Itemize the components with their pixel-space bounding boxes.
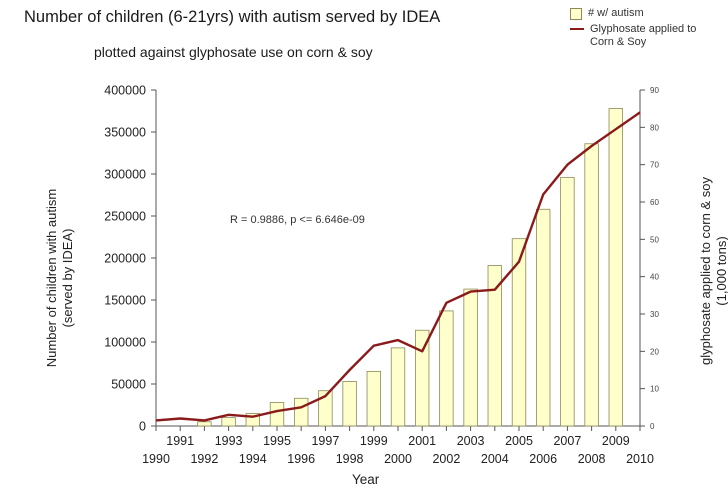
bar-autism (197, 421, 212, 427)
y-right-tick-label: 80 (650, 123, 659, 132)
x-tick-label: 2010 (626, 452, 654, 466)
bar-autism (487, 265, 502, 427)
y-right-tick-label: 30 (650, 310, 659, 319)
x-tick-label: 1996 (287, 452, 315, 466)
x-tick-label: 1995 (263, 434, 291, 448)
x-axis-label: Year (352, 472, 380, 487)
y-left-tick-label: 350000 (104, 126, 146, 140)
y-axis-right-label: glyphosate applied to corn & soy (1,000 … (698, 171, 728, 371)
bar-autism (294, 397, 309, 427)
legend-swatch-autism (570, 8, 582, 20)
y-left-tick-label: 300000 (104, 168, 146, 182)
bar-autism (366, 370, 381, 427)
x-tick-label: 1992 (190, 452, 218, 466)
y-left-tick-label: 200000 (104, 252, 146, 266)
x-tick-label: 2006 (529, 452, 557, 466)
line-glyphosate (155, 111, 641, 422)
x-tick-label: 2004 (481, 452, 509, 466)
y-right-tick-label: 0 (650, 422, 655, 431)
y-right-tick-label: 10 (650, 385, 659, 394)
y-axis-right-label-line1: glyphosate applied to corn & soy (698, 177, 713, 365)
bar-autism (342, 381, 357, 427)
bar-autism (390, 347, 406, 427)
y-axis-right-label-line2: (1,000 tons) (714, 236, 728, 306)
bar-autism (584, 143, 599, 427)
y-left-tick-label: 100000 (104, 336, 146, 350)
x-tick-label: 1993 (215, 434, 243, 448)
legend-label-glyphosate: Glyphosate applied to Corn & Soy (590, 23, 697, 48)
chart-subtitle: plotted against glyphosate use on corn &… (94, 44, 373, 60)
bar-autism (415, 329, 430, 427)
correlation-annotation: R = 0.9886, p <= 6.646e-09 (230, 214, 365, 226)
y-right-tick-label: 60 (650, 198, 659, 207)
bar-autism (221, 417, 236, 427)
bar-autism (608, 108, 623, 427)
y-left-tick-label: 150000 (104, 294, 146, 308)
x-tick-label: 2000 (384, 452, 412, 466)
x-tick-label: 2002 (432, 452, 460, 466)
x-tick-label: 1998 (336, 452, 364, 466)
x-tick-label: 1991 (166, 434, 194, 448)
x-tick-label: 2008 (578, 452, 606, 466)
bar-autism (536, 208, 551, 427)
legend-item-glyphosate: Glyphosate applied to Corn & Soy (570, 23, 710, 49)
legend-item-autism: # w/ autism (570, 7, 710, 20)
y-axis-left-label-line1: Number of children with autism (44, 188, 59, 368)
y-right-tick-label: 40 (650, 273, 659, 282)
y-left-tick-label: 0 (139, 420, 146, 434)
bar-autism (318, 390, 333, 427)
bar-autism (269, 402, 285, 427)
x-tick-label: 1990 (142, 452, 170, 466)
y-left-tick-label: 250000 (104, 210, 146, 224)
x-tick-label: 1997 (311, 434, 339, 448)
x-tick-label: 2009 (602, 434, 630, 448)
legend-swatch-glyphosate (570, 28, 584, 30)
chart-title: Number of children (6-21yrs) with autism… (24, 8, 441, 26)
y-left-tick-label: 50000 (111, 378, 146, 392)
x-tick-label: 2007 (553, 434, 581, 448)
bar-autism (463, 288, 478, 427)
legend-label-autism: # w/ autism (588, 7, 644, 19)
legend: # w/ autism Glyphosate applied to Corn &… (570, 7, 710, 52)
x-tick-label: 2003 (457, 434, 485, 448)
x-tick-label: 1994 (239, 452, 267, 466)
y-left-tick-label: 400000 (104, 84, 146, 98)
bar-autism (560, 176, 575, 427)
x-tick-label: 2005 (505, 434, 533, 448)
y-axis-left-label-line2: (served by IDEA) (60, 228, 75, 328)
x-tick-label: 2001 (408, 434, 436, 448)
y-right-tick-label: 90 (650, 86, 659, 95)
bar-autism (511, 238, 527, 427)
bar-autism (439, 310, 454, 427)
y-right-tick-label: 70 (650, 161, 659, 170)
y-right-tick-label: 20 (650, 347, 659, 356)
y-axis-left-label: Number of children with autism (served b… (44, 178, 76, 378)
x-tick-label: 1999 (360, 434, 388, 448)
y-right-tick-label: 50 (650, 235, 659, 244)
